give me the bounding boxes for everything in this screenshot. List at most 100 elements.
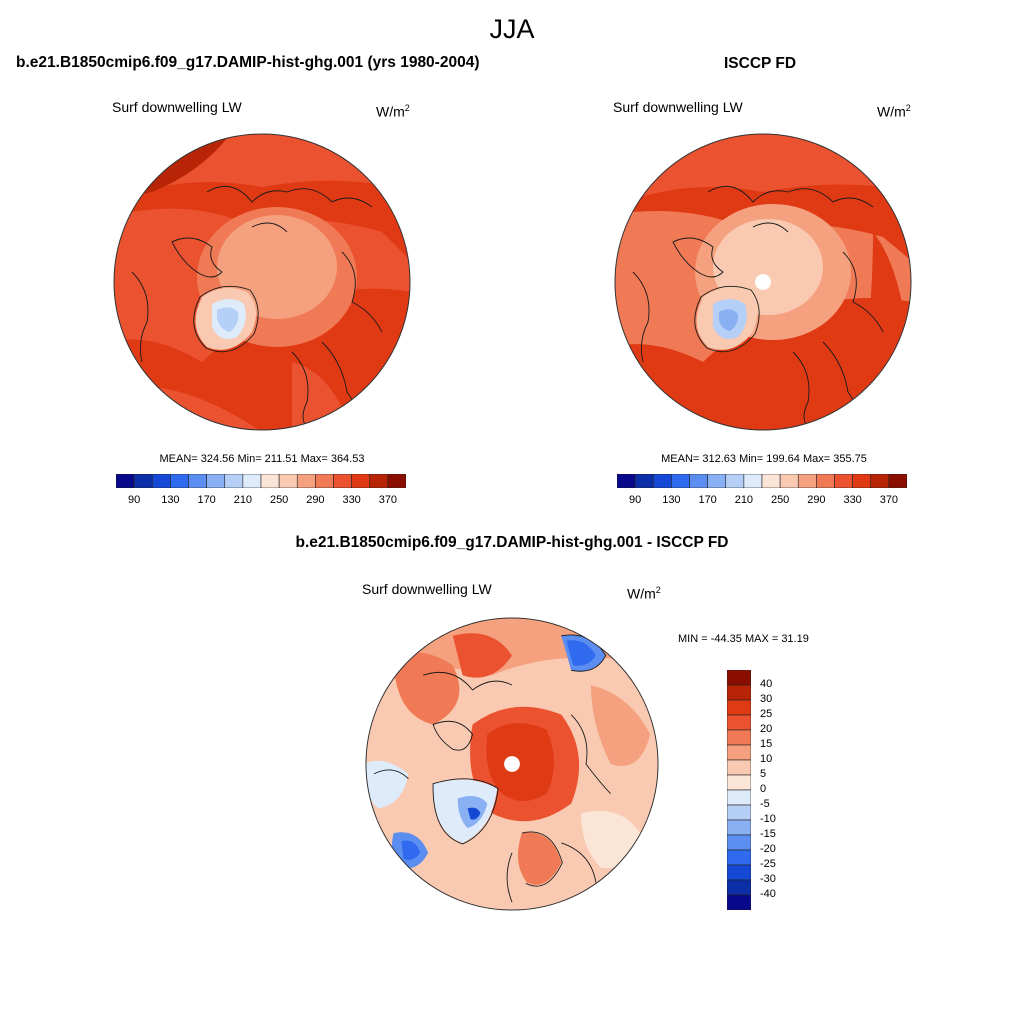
diff-pole-hole bbox=[504, 756, 520, 772]
panel-diff-title: b.e21.B1850cmip6.f09_g17.DAMIP-hist-ghg.… bbox=[295, 534, 729, 551]
diff-colorbar-tick-label: 10 bbox=[760, 753, 773, 765]
colorbar-swatch bbox=[188, 474, 207, 488]
colorbar-tick-label: 330 bbox=[342, 494, 361, 506]
diff-field-n-warm bbox=[452, 633, 512, 678]
colorbar-tick-label: 90 bbox=[128, 494, 141, 506]
diff-colorbar-tick-label: -15 bbox=[760, 828, 776, 840]
diff-field-se-neutral bbox=[581, 810, 641, 869]
colorbar-tick-label: 130 bbox=[161, 494, 180, 506]
colorbar-swatch bbox=[743, 474, 763, 488]
colorbar-tick-label: 210 bbox=[734, 494, 754, 506]
colorbar-swatch bbox=[351, 474, 371, 488]
colorbar-tick-label: 290 bbox=[807, 494, 826, 506]
panel-obs-colorbar-labels: 90 130 170 210 250 290 330 370 bbox=[617, 494, 907, 508]
diff-field-scandinavia bbox=[517, 832, 562, 885]
colorbar-swatch bbox=[260, 474, 280, 488]
model-field-greenland-core bbox=[217, 307, 239, 332]
colorbar-swatch bbox=[834, 474, 853, 488]
colorbar-swatch bbox=[151, 474, 171, 488]
model-disk-edge bbox=[113, 133, 411, 431]
obs-field-greenland-core bbox=[719, 309, 739, 331]
colorbar-swatch bbox=[242, 474, 262, 488]
colorbar-tick-label: 370 bbox=[378, 494, 398, 506]
diff-field-sw-cool-core bbox=[401, 840, 421, 860]
diff-colorbar-tick-label: 5 bbox=[760, 768, 767, 780]
colorbar-tick-label: 250 bbox=[770, 494, 790, 506]
colorbar-tick-label: 130 bbox=[662, 494, 681, 506]
diff-colorbar-tick-label: -5 bbox=[760, 798, 770, 810]
diff-colorbar-tick-label: -10 bbox=[760, 813, 776, 825]
colorbar-swatch bbox=[852, 474, 872, 488]
panel-obs-units: W/m2 bbox=[877, 103, 911, 120]
colorbar-swatch bbox=[315, 474, 334, 488]
diff-field-greenland-core bbox=[467, 807, 481, 820]
diff-colorbar-swatch bbox=[727, 864, 751, 881]
diff-colorbar-swatch bbox=[727, 684, 751, 701]
colorbar-tick-label: 170 bbox=[197, 494, 216, 506]
colorbar-swatch bbox=[816, 474, 835, 488]
diff-field-east-warm bbox=[590, 685, 651, 766]
panel-obs-colorbar bbox=[617, 474, 907, 488]
diff-colorbar-swatch bbox=[727, 774, 751, 791]
panel-model-colorbar bbox=[116, 474, 406, 488]
diff-colorbar-swatch bbox=[727, 819, 751, 836]
diff-colorbar-swatch bbox=[727, 759, 751, 776]
diff-colorbar-swatch bbox=[727, 789, 751, 806]
colorbar-tick-label: 290 bbox=[306, 494, 325, 506]
diff-colorbar-swatch bbox=[727, 894, 751, 910]
diff-colorbar-swatch bbox=[727, 849, 751, 866]
colorbar-swatch bbox=[725, 474, 745, 488]
panel-model-stats: MEAN= 324.56 Min= 211.51 Max= 364.53 bbox=[159, 453, 365, 465]
colorbar-swatch bbox=[224, 474, 244, 488]
diff-colorbar-swatch bbox=[727, 879, 751, 896]
colorbar-tick-label: 330 bbox=[843, 494, 862, 506]
diff-colorbar-tick-label: -30 bbox=[760, 873, 776, 885]
panel-diff-units: W/m2 bbox=[627, 585, 661, 602]
panel-obs-stats: MEAN= 312.63 Min= 199.64 Max= 355.75 bbox=[661, 453, 867, 465]
diff-colorbar-swatch bbox=[727, 744, 751, 761]
colorbar-swatch bbox=[387, 474, 406, 488]
colorbar-swatch bbox=[369, 474, 389, 488]
colorbar-swatch bbox=[170, 474, 189, 488]
colorbar-swatch bbox=[634, 474, 654, 488]
colorbar-swatch bbox=[652, 474, 672, 488]
model-coastlines bbox=[131, 185, 383, 430]
panel-model-map bbox=[113, 133, 411, 431]
colorbar-swatch bbox=[296, 474, 316, 488]
figure-title: JJA bbox=[489, 14, 535, 44]
diff-field-ne-cool-core bbox=[566, 640, 596, 666]
panel-model-units: W/m2 bbox=[376, 103, 410, 120]
panel-obs-variable: Surf downwelling LW bbox=[613, 99, 743, 115]
diff-colorbar-swatch bbox=[727, 670, 751, 686]
diff-colorbar-tick-label: 30 bbox=[760, 693, 773, 705]
colorbar-tick-label: 250 bbox=[269, 494, 289, 506]
panel-diff-map bbox=[365, 617, 659, 911]
diff-colorbar-swatch bbox=[727, 729, 751, 746]
colorbar-swatch bbox=[671, 474, 690, 488]
diff-colorbar-tick-label: 15 bbox=[760, 738, 773, 750]
colorbar-swatch bbox=[206, 474, 226, 488]
diff-colorbar-tick-label: 20 bbox=[760, 723, 773, 735]
diff-field-nw-warm bbox=[393, 652, 460, 725]
diff-colorbar-tick-label: 25 bbox=[760, 708, 773, 720]
panel-obs-title: ISCCP FD bbox=[724, 55, 797, 72]
panel-obs-map bbox=[614, 133, 912, 431]
diff-field-arctic-core bbox=[486, 723, 554, 801]
colorbar-tick-label: 210 bbox=[233, 494, 253, 506]
colorbar-swatch bbox=[779, 474, 799, 488]
colorbar-swatch bbox=[761, 474, 781, 488]
colorbar-tick-label: 90 bbox=[629, 494, 642, 506]
panel-model-colorbar-labels: 90 130 170 210 250 290 330 370 bbox=[116, 494, 406, 508]
colorbar-tick-label: 170 bbox=[698, 494, 717, 506]
panel-model-title: b.e21.B1850cmip6.f09_g17.DAMIP-hist-ghg.… bbox=[16, 54, 480, 71]
panel-diff-stats: MIN = -44.35 MAX = 31.19 bbox=[678, 633, 809, 645]
colorbar-swatch bbox=[888, 474, 907, 488]
diff-colorbar-swatch bbox=[727, 834, 751, 851]
diff-colorbar-tick-label: -20 bbox=[760, 843, 776, 855]
obs-pole-hole bbox=[755, 274, 771, 290]
diff-field-west-cool bbox=[365, 760, 409, 809]
colorbar-tick-label: 370 bbox=[879, 494, 899, 506]
panel-model-variable: Surf downwelling LW bbox=[112, 99, 242, 115]
diff-colorbar-swatch bbox=[727, 699, 751, 716]
colorbar-swatch bbox=[133, 474, 153, 488]
